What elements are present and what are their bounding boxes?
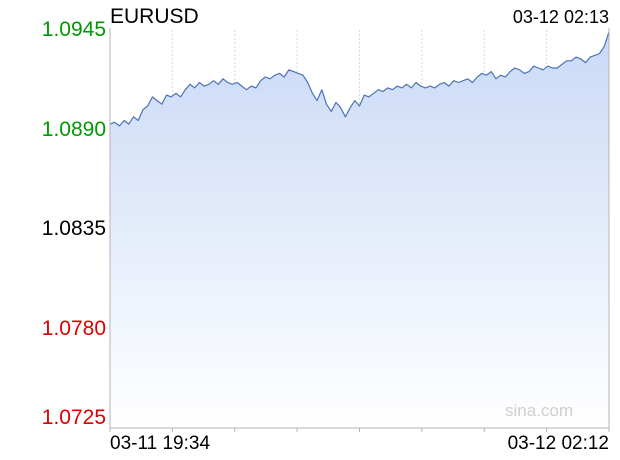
symbol-title: EURUSD [110, 5, 199, 28]
price-area-fill [110, 31, 609, 429]
update-timestamp: 03-12 02:13 [512, 7, 609, 27]
x-start-label: 03-11 19:34 [110, 433, 211, 454]
y-tick-label-2: 1.0835 [41, 217, 106, 240]
y-tick-label-0: 1.0945 [41, 18, 106, 41]
y-tick-label-1: 1.0890 [41, 117, 106, 141]
y-tick-label-4: 1.0725 [41, 406, 106, 429]
x-end-label: 03-12 02:12 [507, 433, 609, 454]
y-tick-label-3: 1.0780 [41, 316, 106, 340]
price-line [109, 31, 610, 127]
watermark: sina.com [505, 401, 574, 420]
